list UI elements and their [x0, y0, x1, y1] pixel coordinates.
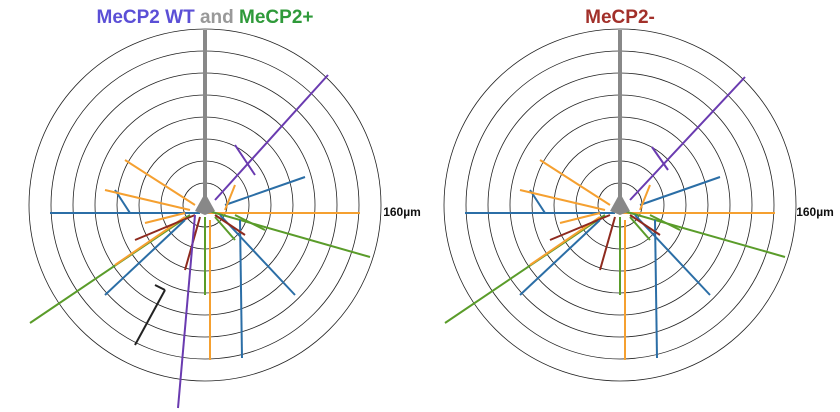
title-plus: MeCP2+ [239, 7, 313, 28]
panel-title: MeCP2 WT and MeCP2+ [97, 7, 314, 28]
dendrite [125, 160, 195, 205]
dendrite [105, 220, 185, 295]
dendrite [215, 75, 328, 200]
scale-label: 160µm [383, 205, 421, 219]
soma [195, 193, 215, 215]
dendrite [540, 160, 610, 205]
title-wt: MeCP2 WT [97, 7, 196, 28]
dendrite [178, 215, 195, 408]
title-and: and [200, 7, 234, 28]
dendrite [135, 290, 165, 345]
title-minus: MeCP2- [585, 7, 655, 28]
soma [610, 193, 630, 215]
dendrite [655, 220, 657, 358]
panel-wt [29, 29, 381, 408]
panel-minus [444, 29, 796, 381]
figure: MeCP2 WT and MeCP2+ MeCP2- 160µm 160µm [0, 0, 840, 412]
dendrite [240, 220, 242, 358]
dendrite [600, 217, 615, 270]
dendrite [155, 285, 165, 290]
scale-label: 160µm [796, 205, 834, 219]
dendrite [520, 220, 600, 295]
